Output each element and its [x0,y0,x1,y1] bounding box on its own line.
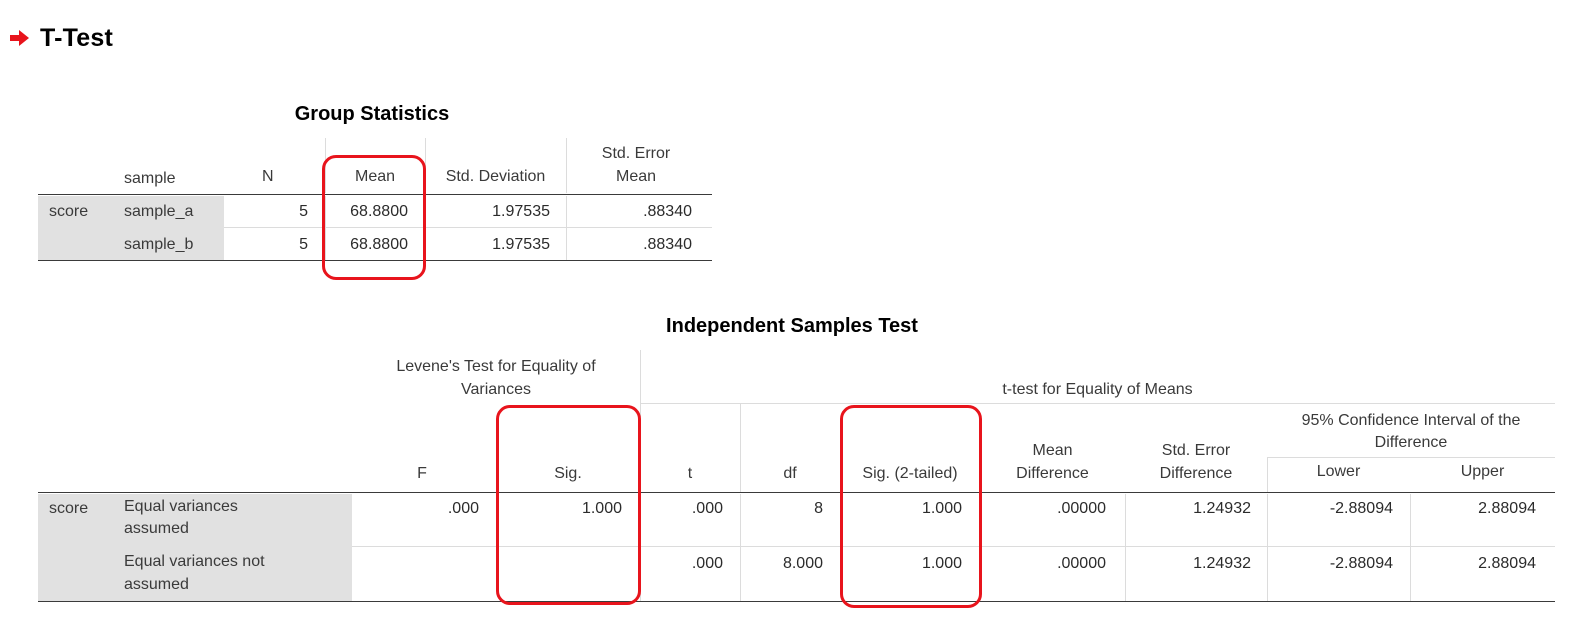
row-upper: 2.88094 [1478,500,1536,517]
col-header-mean-diff-line2: Difference [1016,465,1089,482]
col-header-df: df [783,465,797,482]
row-sample: sample_a [124,203,194,220]
row-lower: -2.88094 [1329,500,1393,517]
row-std-error-difference: 1.24932 [1193,500,1251,517]
group-statistics-title: Group Statistics [294,103,450,125]
row-mean-difference: .00000 [1057,500,1106,517]
row-label-shade [38,196,224,260]
variable-label-score: score [49,500,89,517]
variable-label-score: score [49,203,89,220]
row-mean: 68.8800 [350,236,408,253]
header-ci-line2: Difference [1374,434,1448,451]
row-t: .000 [691,555,723,572]
row-mean: 68.8800 [350,203,408,220]
independent-samples-test-title: Independent Samples Test [666,315,918,337]
header-ttest: t-test for Equality of Means [1002,381,1193,398]
row-std-error-difference: 1.24932 [1193,555,1251,572]
row-mean-difference: .00000 [1057,555,1106,572]
col-header-upper: Upper [1460,463,1505,480]
col-header-std-err-diff-line2: Difference [1159,465,1233,482]
row-n: 5 [299,236,308,253]
red-right-arrow-icon [10,30,29,46]
col-header-t: t [687,465,693,482]
row-label-line1: Equal variances [124,498,238,515]
row-lower: -2.88094 [1329,555,1393,572]
row-std-deviation: 1.97535 [492,236,550,253]
col-header-f: F [417,465,427,482]
col-header-sig: Sig. [554,465,582,482]
col-header-std-err-diff-line1: Std. Error [1161,442,1231,459]
row-t: .000 [691,500,723,517]
col-header-std-error-line1: Std. Error [601,145,671,162]
col-header-mean: Mean [354,168,396,185]
header-ci-line1: 95% Confidence Interval of the [1301,412,1521,429]
header-levene-line2: Variances [461,381,531,398]
row-df: 8.000 [782,555,823,572]
row-sig-2-tailed: 1.000 [921,500,962,517]
row-std-error: .88340 [643,203,692,220]
col-header-sample: sample [124,170,176,187]
row-label-line2: assumed [124,520,189,537]
col-header-n: N [262,168,274,185]
row-sample: sample_b [124,236,194,253]
row-label-line2: assumed [124,576,189,593]
col-header-std-error-line2: Mean [615,168,657,185]
row-std-error: .88340 [643,236,692,253]
row-n: 5 [299,203,308,220]
row-df: 8 [814,500,823,517]
row-label-line1: Equal variances not [124,553,265,570]
col-header-sig-2-tailed: Sig. (2-tailed) [862,465,958,482]
col-header-std-deviation: Std. Deviation [445,168,546,185]
col-header-mean-diff-line1: Mean [1032,442,1073,459]
page-title: T-Test [40,24,113,52]
col-header-lower: Lower [1316,463,1361,480]
header-levene-line1: Levene's Test for Equality of [396,358,596,375]
row-sig: 1.000 [581,500,622,517]
row-f: .000 [447,500,479,517]
row-upper: 2.88094 [1478,555,1536,572]
row-label-shade [38,494,352,601]
row-sig-2-tailed: 1.000 [921,555,962,572]
row-std-deviation: 1.97535 [492,203,550,220]
